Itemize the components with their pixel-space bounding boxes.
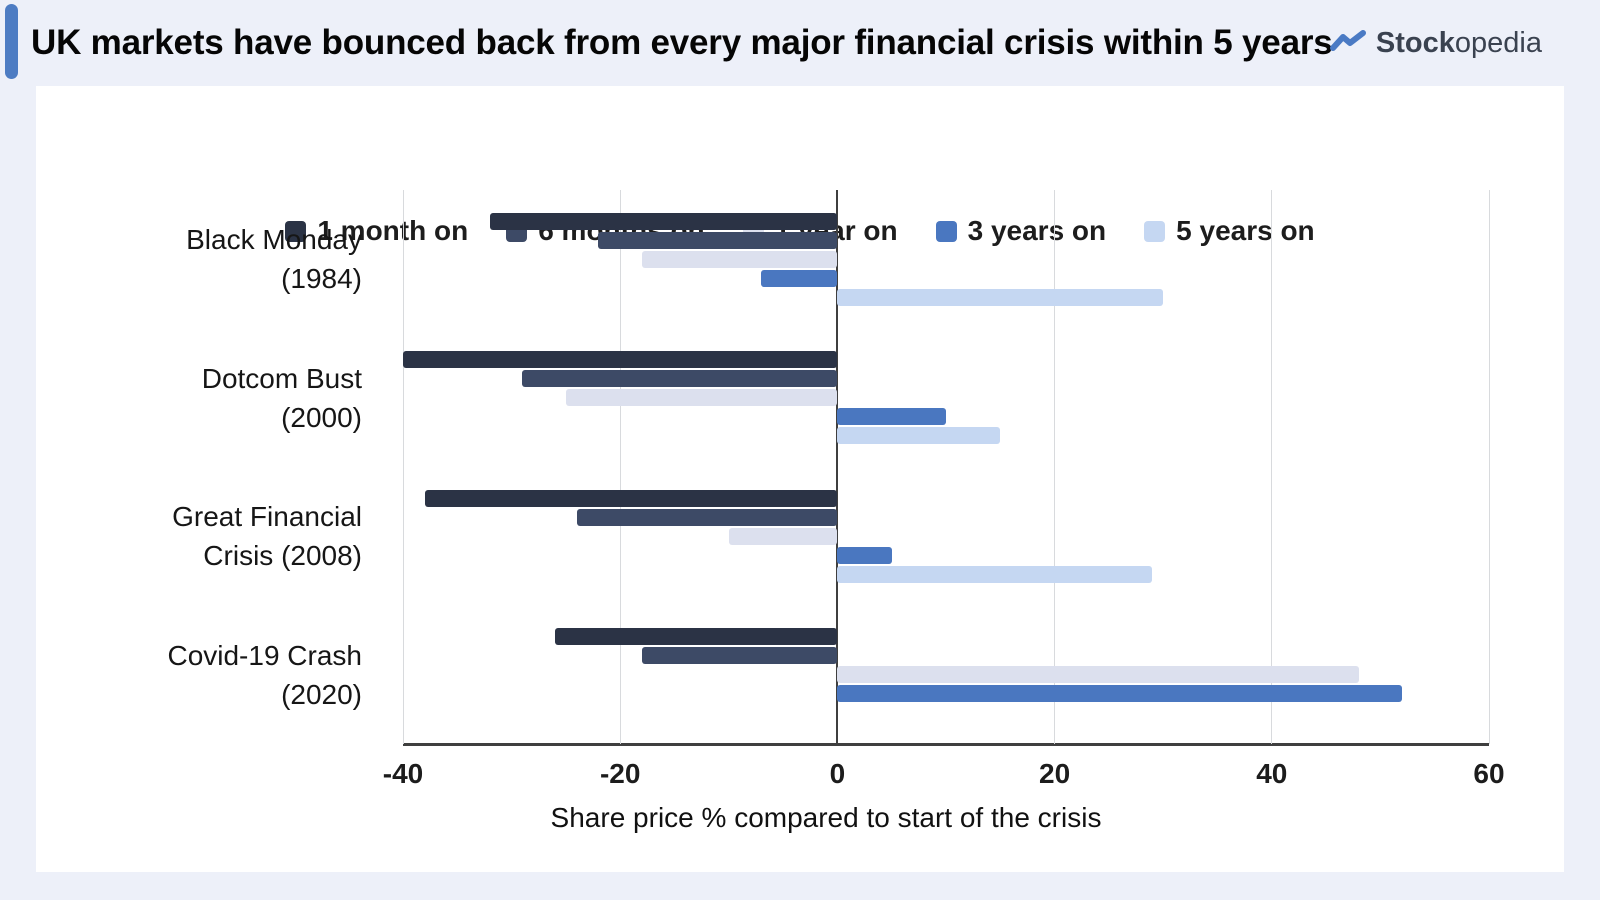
gridline — [1488, 190, 1490, 744]
category-label: Great Financial Crisis (2008) — [36, 497, 380, 575]
category-label-line: Dotcom Bust — [201, 362, 362, 394]
category-label: Covid-19 Crash (2020) — [36, 636, 380, 714]
logo-text-light: opedia — [1454, 26, 1542, 59]
x-tick-label: 0 — [829, 758, 846, 789]
category-label-line: (1984) — [281, 263, 362, 295]
bar — [641, 250, 838, 268]
bar — [837, 546, 892, 564]
legend-label: 1 month on — [317, 215, 469, 246]
gridline — [1054, 190, 1056, 744]
x-tick-label: -40 — [382, 758, 424, 789]
bar — [837, 288, 1164, 306]
gridline — [619, 190, 621, 744]
legend-swatch-icon — [285, 220, 307, 242]
legend-swatch-icon — [935, 220, 957, 242]
bar — [641, 647, 838, 665]
x-tick-label: 60 — [1473, 758, 1505, 789]
chart-card: 1 month on 6 months on 1 year on 3 years on… — [36, 86, 1564, 872]
bar — [565, 389, 838, 407]
category-label-line: (2000) — [281, 401, 362, 433]
category-label: Black Monday (1984) — [36, 220, 380, 298]
category-label-line: Crisis (2008) — [203, 540, 362, 572]
category-label-line: Covid-19 Crash — [167, 639, 362, 671]
category-label-line: Black Monday — [186, 224, 362, 256]
trend-up-icon — [1329, 30, 1366, 51]
zero-line — [836, 190, 839, 744]
x-tick-label: 40 — [1256, 758, 1288, 789]
plot-area — [402, 190, 1490, 746]
bar — [837, 666, 1359, 684]
bar — [728, 527, 838, 545]
legend-label: 3 years on — [967, 215, 1107, 246]
gridline — [1271, 190, 1273, 744]
category-label-line: Great Financial — [172, 501, 362, 533]
legend-item: 3 years on — [935, 215, 1107, 247]
stockopedia-logo: Stockopedia — [1329, 0, 1542, 86]
legend-label: 5 years on — [1176, 215, 1315, 246]
category-label-line: (2020) — [281, 678, 362, 710]
logo-text: Stockopedia — [1376, 27, 1542, 60]
bar — [403, 351, 838, 369]
bar — [555, 628, 838, 646]
category-label: Dotcom Bust (2000) — [36, 359, 380, 437]
title-accent-bar — [5, 4, 18, 79]
legend-item: 5 years on — [1144, 215, 1315, 247]
legend-swatch-icon — [1144, 220, 1166, 242]
title-bar: UK markets have bounced back from every … — [0, 0, 1600, 86]
gridline — [402, 190, 404, 744]
bar — [576, 508, 838, 526]
bar — [837, 427, 1001, 445]
bar — [598, 231, 838, 249]
bar — [424, 489, 838, 507]
x-axis-line — [403, 743, 1489, 746]
bar — [837, 685, 1403, 703]
bar — [489, 212, 838, 230]
x-tick-label: -20 — [599, 758, 641, 789]
legend-item: 1 month on — [285, 215, 468, 247]
category-labels: Black Monday (1984) Dotcom Bust (2000) Great… — [36, 190, 380, 744]
page-title: UK markets have bounced back from every … — [31, 23, 1333, 62]
bar — [837, 408, 946, 426]
logo-text-bold: Stock — [1375, 26, 1455, 59]
x-axis-ticks: -40 -20 0 20 40 60 — [383, 758, 1505, 792]
x-tick-label: 20 — [1039, 758, 1071, 789]
bar — [837, 565, 1153, 583]
bar — [522, 370, 838, 388]
bar — [761, 269, 838, 287]
x-axis-label: Share price % compared to start of the c… — [550, 802, 1102, 833]
